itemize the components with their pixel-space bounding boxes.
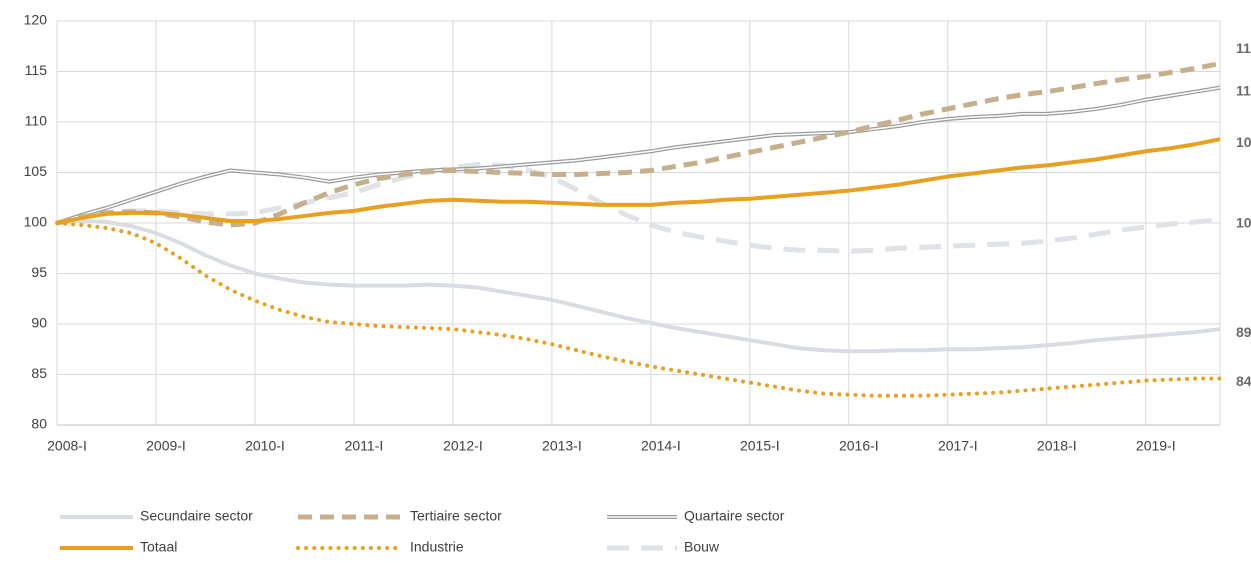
- y-tick-label: 80: [31, 416, 47, 432]
- x-tick-label: 2014-I: [641, 438, 681, 454]
- x-tick-label: 2017-I: [938, 438, 978, 454]
- y-tick-label: 110: [25, 113, 48, 129]
- value-label: 113,4: [1236, 82, 1251, 98]
- y-tick-label: 120: [24, 12, 48, 28]
- legend-label: Secundaire sector: [140, 508, 253, 524]
- x-tick-label: 2016-I: [839, 438, 879, 454]
- value-label: 89,5: [1236, 324, 1251, 340]
- value-label: 100,3: [1236, 215, 1251, 231]
- line-series: [56, 161, 1221, 254]
- legend-label: Totaal: [140, 539, 177, 555]
- x-tick-label: 2015-I: [740, 438, 780, 454]
- line-series: [56, 218, 1221, 354]
- x-tick-label: 2018-I: [1037, 438, 1077, 454]
- y-tick-label: 95: [31, 264, 47, 280]
- x-tick-label: 2010-I: [245, 438, 285, 454]
- x-tick-label: 2009-I: [146, 438, 186, 454]
- x-tick-label: 2012-I: [443, 438, 483, 454]
- line-series: [56, 85, 1221, 225]
- x-tick-label: 2019-I: [1136, 438, 1176, 454]
- line-series: [56, 60, 1221, 228]
- y-tick-label: 90: [31, 315, 47, 331]
- line-series-inner: [56, 86, 1221, 224]
- x-tick-label: 2013-I: [542, 438, 582, 454]
- y-tick-label: 115: [25, 62, 48, 78]
- value-label: 115,8: [1236, 40, 1251, 56]
- legend-label: Industrie: [410, 539, 464, 555]
- legend-label: Tertiaire sector: [410, 508, 502, 524]
- legend-label: Bouw: [684, 539, 720, 555]
- x-tick-label: 2008-I: [47, 438, 87, 454]
- y-tick-label: 105: [24, 163, 48, 179]
- line-series: [56, 137, 1221, 225]
- x-tick-label: 2011-I: [345, 438, 384, 454]
- legend-label: Quartaire sector: [684, 508, 785, 524]
- value-label: 84,6: [1236, 373, 1251, 389]
- line-series: [55, 221, 1222, 398]
- y-tick-label: 100: [24, 214, 48, 230]
- value-label: 108,3: [1236, 134, 1251, 150]
- y-tick-label: 85: [31, 365, 47, 381]
